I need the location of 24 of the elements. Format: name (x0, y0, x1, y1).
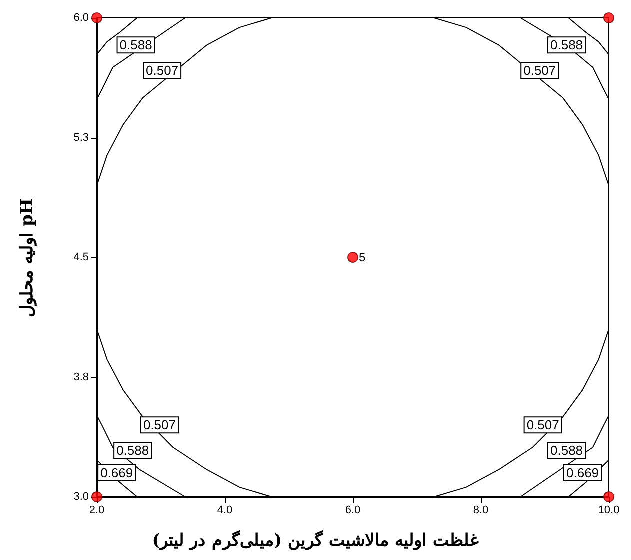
y-tick-label: 3.0 (74, 491, 89, 503)
point (604, 12, 614, 24)
annotation: 0.507 (524, 63, 556, 78)
x-tick-label: 10.0 (598, 504, 620, 516)
annotation: 0.507 (146, 63, 179, 78)
annotation: 0.588 (550, 443, 584, 458)
x-tick-label: 4.0 (217, 504, 233, 516)
y-tick-label: 6.0 (74, 12, 89, 24)
y-axis-title: pH اولیه محلول (16, 198, 38, 318)
annotation: 0.669 (100, 466, 134, 481)
annotation: 0.507 (143, 418, 176, 433)
annotation: 5 (359, 250, 366, 264)
point (348, 252, 358, 263)
annotation: 0.588 (120, 38, 152, 53)
x-tick-label: 2.0 (89, 504, 105, 516)
annotation: 0.669 (566, 466, 600, 481)
y-tick-label: 3.8 (74, 371, 89, 384)
y-tick-label: 4.5 (74, 252, 89, 264)
annotation: 0.507 (526, 418, 560, 433)
y-tick-label: 5.3 (74, 132, 89, 144)
x-axis-title: غلظت اولیه مالاشیت گرین (میلی‌گرم در لیتر) (151, 530, 480, 551)
x-tick-label: 6.0 (345, 504, 361, 516)
annotation: 0.588 (116, 443, 150, 458)
x-tick-label: 8.0 (473, 504, 489, 516)
